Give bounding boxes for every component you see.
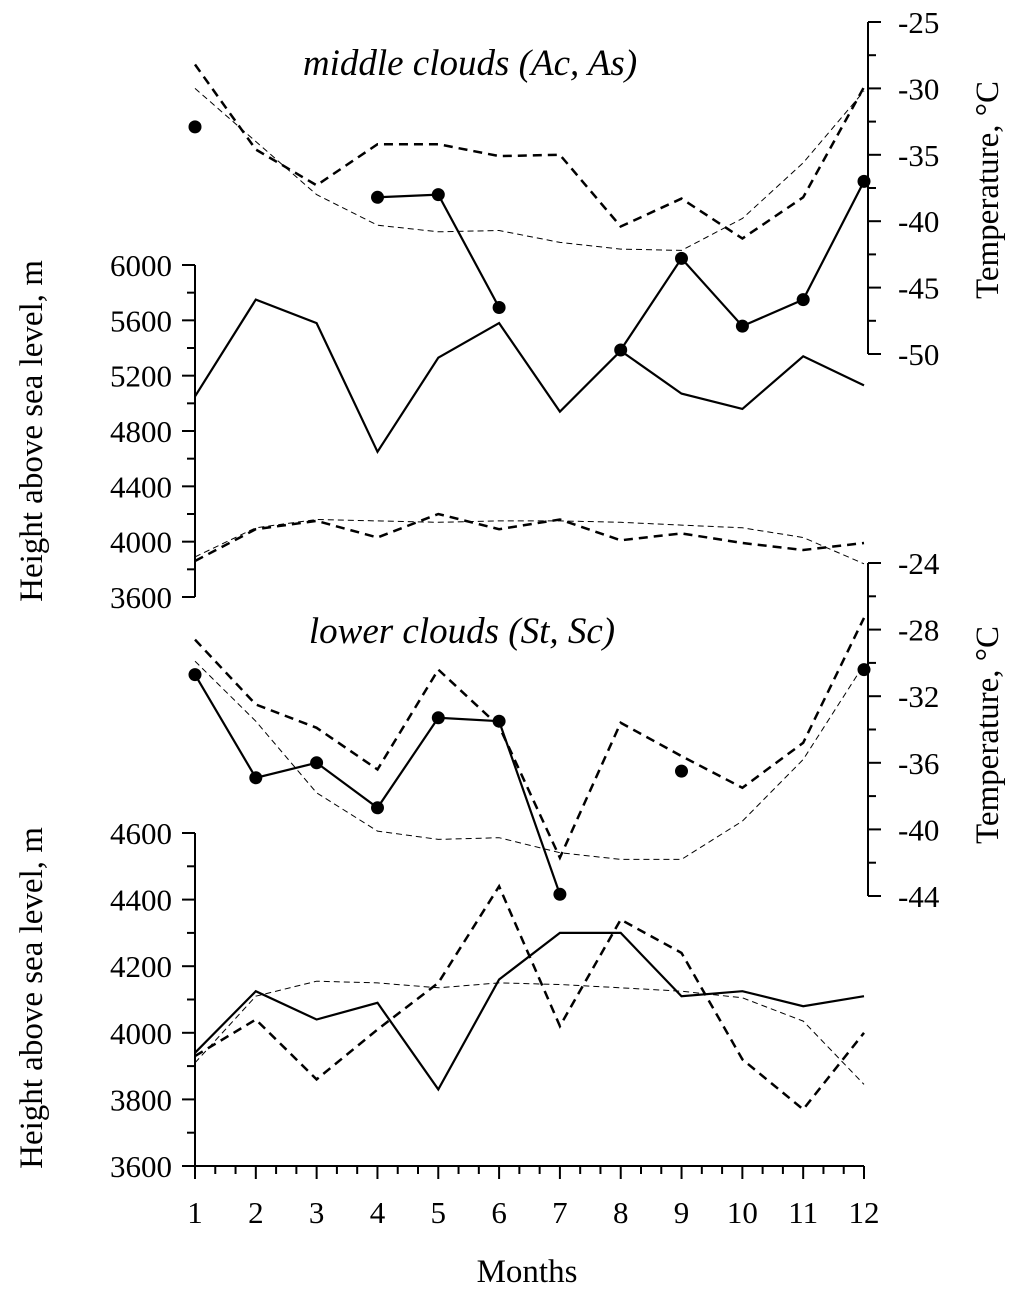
y-tick-label-lower: 3800 (110, 1082, 172, 1117)
y-tick-label-middle: 5600 (110, 303, 172, 338)
series-line-lower-left-dashed (194, 883, 865, 1112)
data-point-middle-right (431, 188, 445, 202)
series-line-middle-left-solid (194, 298, 865, 455)
data-point-lower-right (188, 668, 202, 682)
y-axis-title-lower: Height above sea level, m (14, 827, 50, 1169)
y2-tick-label-middle: -35 (898, 138, 939, 173)
y-tick-label-lower: 4600 (110, 816, 172, 851)
y-tick-label-lower: 3600 (110, 1149, 172, 1184)
x-tick-label: 2 (248, 1195, 264, 1230)
data-point-lower-right (431, 711, 445, 725)
series-line-middle-right-dashed (193, 63, 866, 241)
series-line-lower-right-dashed (194, 617, 866, 861)
y2-tick-label-lower: -24 (898, 546, 940, 581)
y-tick-label-middle: 4400 (110, 469, 172, 504)
data-point-lower-right (310, 756, 324, 770)
series-line-middle-right-thin-dashed (194, 88, 865, 251)
x-tick-label: 4 (370, 1195, 386, 1230)
data-point-middle-right (492, 301, 506, 314)
data-point-lower-right (371, 801, 384, 815)
x-tick-label: 6 (491, 1195, 507, 1230)
y-tick-label-middle: 3600 (110, 580, 172, 615)
x-tick-label: 7 (552, 1195, 568, 1230)
x-tick-label: 5 (431, 1195, 447, 1230)
x-tick-label: 11 (788, 1195, 818, 1230)
x-tick-label: 3 (309, 1195, 325, 1230)
y-tick-label-middle: 4000 (110, 525, 172, 560)
y-tick-label-middle: 4800 (110, 414, 172, 449)
y-tick-label-lower: 4000 (110, 1016, 172, 1051)
y2-tick-label-middle: -50 (898, 337, 939, 372)
y2-tick-label-lower: -44 (898, 879, 940, 914)
data-point-middle-right (675, 251, 688, 265)
x-tick-label: 9 (674, 1195, 690, 1230)
y2-tick-label-lower: -36 (898, 746, 939, 781)
series-line-middle-right-solid-markers (377, 193, 501, 309)
y-tick-label-middle: 5200 (110, 359, 172, 394)
series-line-lower-right-thin-dashed (194, 660, 865, 860)
y2-axis-title-middle: Temperature, °C (970, 81, 1006, 299)
data-point-lower-right (857, 663, 871, 677)
panel-title-middle: middle clouds (Ac, As) (303, 43, 637, 84)
data-point-middle-right (735, 319, 749, 333)
y2-tick-label-lower: -28 (898, 613, 939, 648)
data-point-lower-right (249, 771, 263, 785)
series-line-lower-right-solid-markers (194, 674, 561, 895)
y-tick-label-lower: 4400 (110, 883, 172, 918)
y2-tick-label-middle: -30 (898, 71, 939, 106)
text-layer: middle clouds (Ac, As) lower clouds (St,… (14, 5, 1006, 1290)
panel-title-lower: lower clouds (St, Sc) (309, 611, 615, 652)
series-line-middle-left-thin-dashed (194, 518, 865, 565)
data-point-middle-right (371, 190, 384, 204)
series-line-lower-left-thin-dashed (194, 980, 865, 1085)
y2-axis-title-lower: Temperature, °C (970, 626, 1006, 844)
y2-tick-label-lower: -32 (898, 679, 939, 714)
data-point-middle-right (614, 343, 628, 357)
x-axis-title: Months (477, 1254, 578, 1290)
data-point-lower-right (553, 887, 567, 901)
data-point-lower-right (675, 764, 688, 778)
y-axis-title-middle: Height above sea level, m (14, 260, 50, 602)
y2-tick-label-middle: -40 (898, 204, 939, 239)
x-tick-label: 1 (187, 1195, 203, 1230)
y2-tick-label-middle: -25 (898, 5, 939, 40)
y-tick-label-lower: 4200 (110, 949, 172, 984)
data-point-middle-right (188, 120, 202, 134)
x-tick-label: 12 (849, 1195, 880, 1230)
axes-layer (182, 21, 881, 1179)
data-point-middle-right (796, 293, 810, 307)
x-tick-label: 8 (613, 1195, 629, 1230)
y-tick-label-middle: 6000 (110, 248, 172, 283)
data-point-middle-right (857, 174, 871, 188)
y2-tick-label-lower: -40 (898, 812, 939, 847)
x-tick-label: 10 (727, 1195, 758, 1230)
series-layer (188, 63, 871, 1112)
series-line-middle-left-dashed (194, 512, 865, 563)
y2-tick-label-middle: -45 (898, 271, 939, 306)
